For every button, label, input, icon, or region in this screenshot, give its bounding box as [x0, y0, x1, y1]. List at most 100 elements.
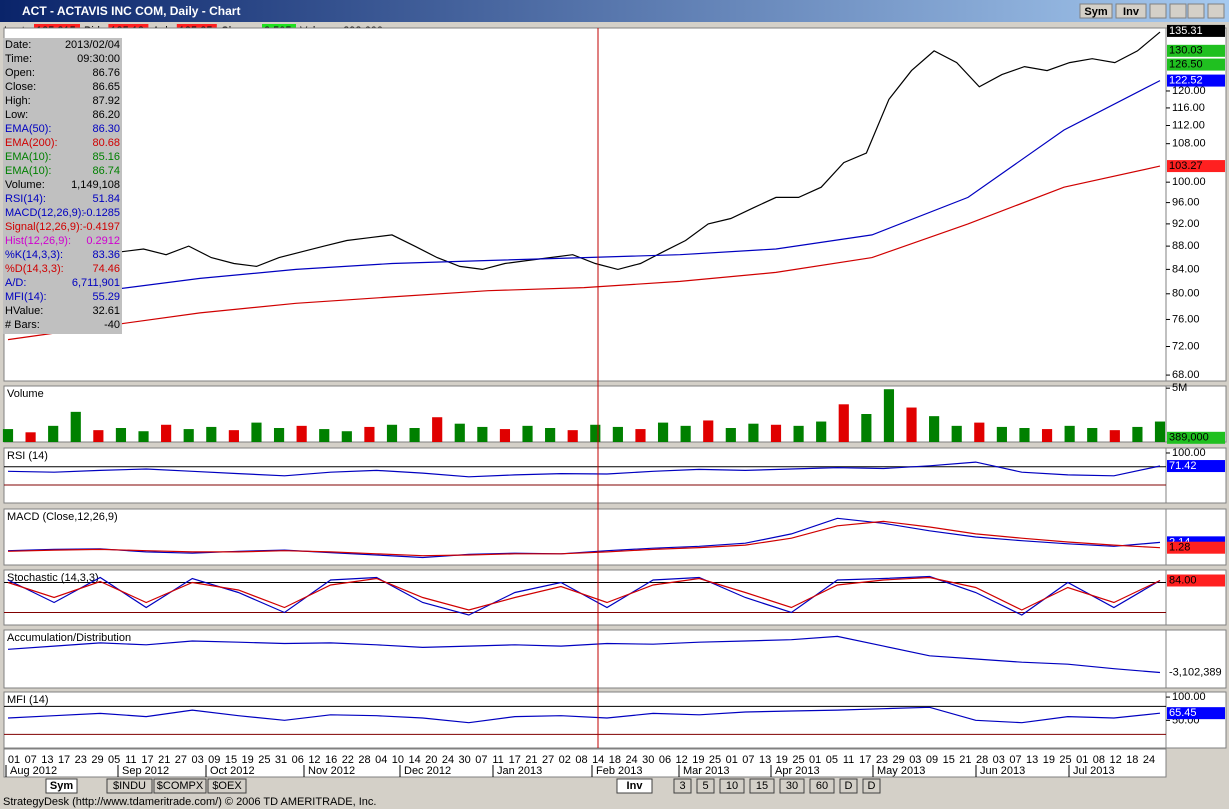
interval-tab[interactable] [809, 778, 835, 794]
panel [3, 508, 1167, 566]
day-label: 14 [408, 754, 420, 766]
volume-bar [296, 425, 307, 442]
axis-area [1165, 27, 1227, 382]
data-label: EMA(10): [5, 151, 51, 163]
data-value: 55.29 [92, 291, 120, 303]
day-label: 21 [158, 754, 170, 766]
volume-bar [206, 426, 217, 442]
day-label: 27 [175, 754, 187, 766]
volume-bar [1109, 430, 1120, 442]
data-label: HValue: [5, 305, 43, 317]
interval-tab[interactable] [839, 778, 858, 794]
close-button[interactable] [1207, 3, 1225, 19]
volume-bar [838, 404, 849, 442]
data-value: 51.84 [92, 193, 120, 205]
value-tag [1167, 460, 1225, 473]
day-label: 09 [208, 754, 220, 766]
symbol-tab[interactable] [106, 778, 153, 794]
data-label: High: [5, 95, 31, 107]
minimize-button[interactable] [1169, 3, 1187, 19]
day-label: 24 [442, 754, 454, 766]
symbol-tab[interactable] [45, 778, 78, 794]
day-label: 12 [308, 754, 320, 766]
data-value: -0.1285 [83, 207, 120, 219]
y-tick-label: 100.00 [1172, 691, 1206, 703]
data-label: EMA(50): [5, 123, 51, 135]
interval-tab[interactable] [862, 778, 881, 794]
day-label: 25 [709, 754, 721, 766]
day-label: 21 [525, 754, 537, 766]
interval-tab[interactable] [616, 778, 653, 794]
day-label: 05 [826, 754, 838, 766]
interval-tab[interactable] [719, 778, 745, 794]
month-label: Mar 2013 [683, 765, 729, 777]
day-label: 29 [893, 754, 905, 766]
value-tag [1167, 74, 1225, 87]
month-label: May 2013 [877, 765, 925, 777]
day-label: 01 [1076, 754, 1088, 766]
panel-title: Volume [7, 388, 44, 400]
interval-tab-label: D [845, 780, 853, 792]
day-label: 29 [91, 754, 103, 766]
interval-tab-label: 60 [816, 780, 828, 792]
interval-tab[interactable] [696, 778, 715, 794]
y-tick-label: 100.00 [1172, 447, 1206, 459]
volume-bar [974, 422, 985, 442]
volume-bar [861, 414, 872, 442]
month-label: Dec 2012 [404, 765, 451, 777]
value-tag [1167, 160, 1225, 173]
volume-bar [2, 429, 14, 442]
volume-bar [341, 431, 352, 442]
data-label: EMA(200): [5, 137, 58, 149]
panel-title: Accumulation/Distribution [7, 632, 131, 644]
day-label: 05 [108, 754, 120, 766]
volume-bar [1041, 429, 1053, 442]
data-value: 0.2912 [86, 235, 120, 247]
value-tag-label: 130.03 [1169, 45, 1203, 57]
day-label: 01 [8, 754, 20, 766]
interval-tab-label: 15 [756, 780, 768, 792]
maximize-button[interactable] [1187, 3, 1205, 19]
value-tag [1167, 707, 1225, 720]
volume-bar [386, 424, 398, 442]
data-value: 2013/02/04 [65, 39, 120, 51]
data-value: 86.76 [92, 67, 120, 79]
interval-tab[interactable] [749, 778, 775, 794]
month-label: Aug 2012 [10, 765, 57, 777]
volume-bar [25, 432, 36, 442]
value-tag [1167, 541, 1225, 554]
restore-button[interactable] [1149, 3, 1167, 19]
interval-tab-label: 30 [786, 780, 798, 792]
day-label: 22 [342, 754, 354, 766]
value-tag [1167, 44, 1225, 57]
symbol-tab[interactable] [153, 778, 207, 794]
footer: StrategyDesk (http://www.tdameritrade.co… [3, 796, 376, 808]
day-label: 17 [141, 754, 153, 766]
symbol-tab[interactable] [207, 778, 247, 794]
interval-tab[interactable] [779, 778, 805, 794]
indicator-line [7, 461, 1161, 478]
y-tick-label: 76.00 [1172, 313, 1200, 325]
y-tick-label: 112.00 [1172, 119, 1205, 131]
panel [3, 691, 1167, 749]
toolbar-button[interactable] [1079, 3, 1113, 19]
interval-tab[interactable] [673, 778, 692, 794]
data-label: Hist(12,26,9): [5, 235, 71, 247]
toolbar-button[interactable] [1115, 3, 1147, 19]
day-label: 14 [592, 754, 604, 766]
data-label: Close: [5, 81, 36, 93]
data-value: 86.74 [92, 165, 120, 177]
volume-bar [951, 425, 962, 442]
panel-title: Stochastic (14,3,3) [7, 572, 99, 584]
day-label: 23 [75, 754, 87, 766]
data-value: 32.61 [92, 305, 120, 317]
interval-tab-label: 3 [679, 780, 685, 792]
day-label: 10 [392, 754, 404, 766]
y-tick-label: 72.00 [1172, 340, 1200, 352]
title-bar [0, 0, 1229, 22]
day-label: 07 [475, 754, 487, 766]
data-value: 74.46 [92, 263, 120, 275]
indicator-line [7, 31, 1161, 279]
day-label: 21 [959, 754, 971, 766]
